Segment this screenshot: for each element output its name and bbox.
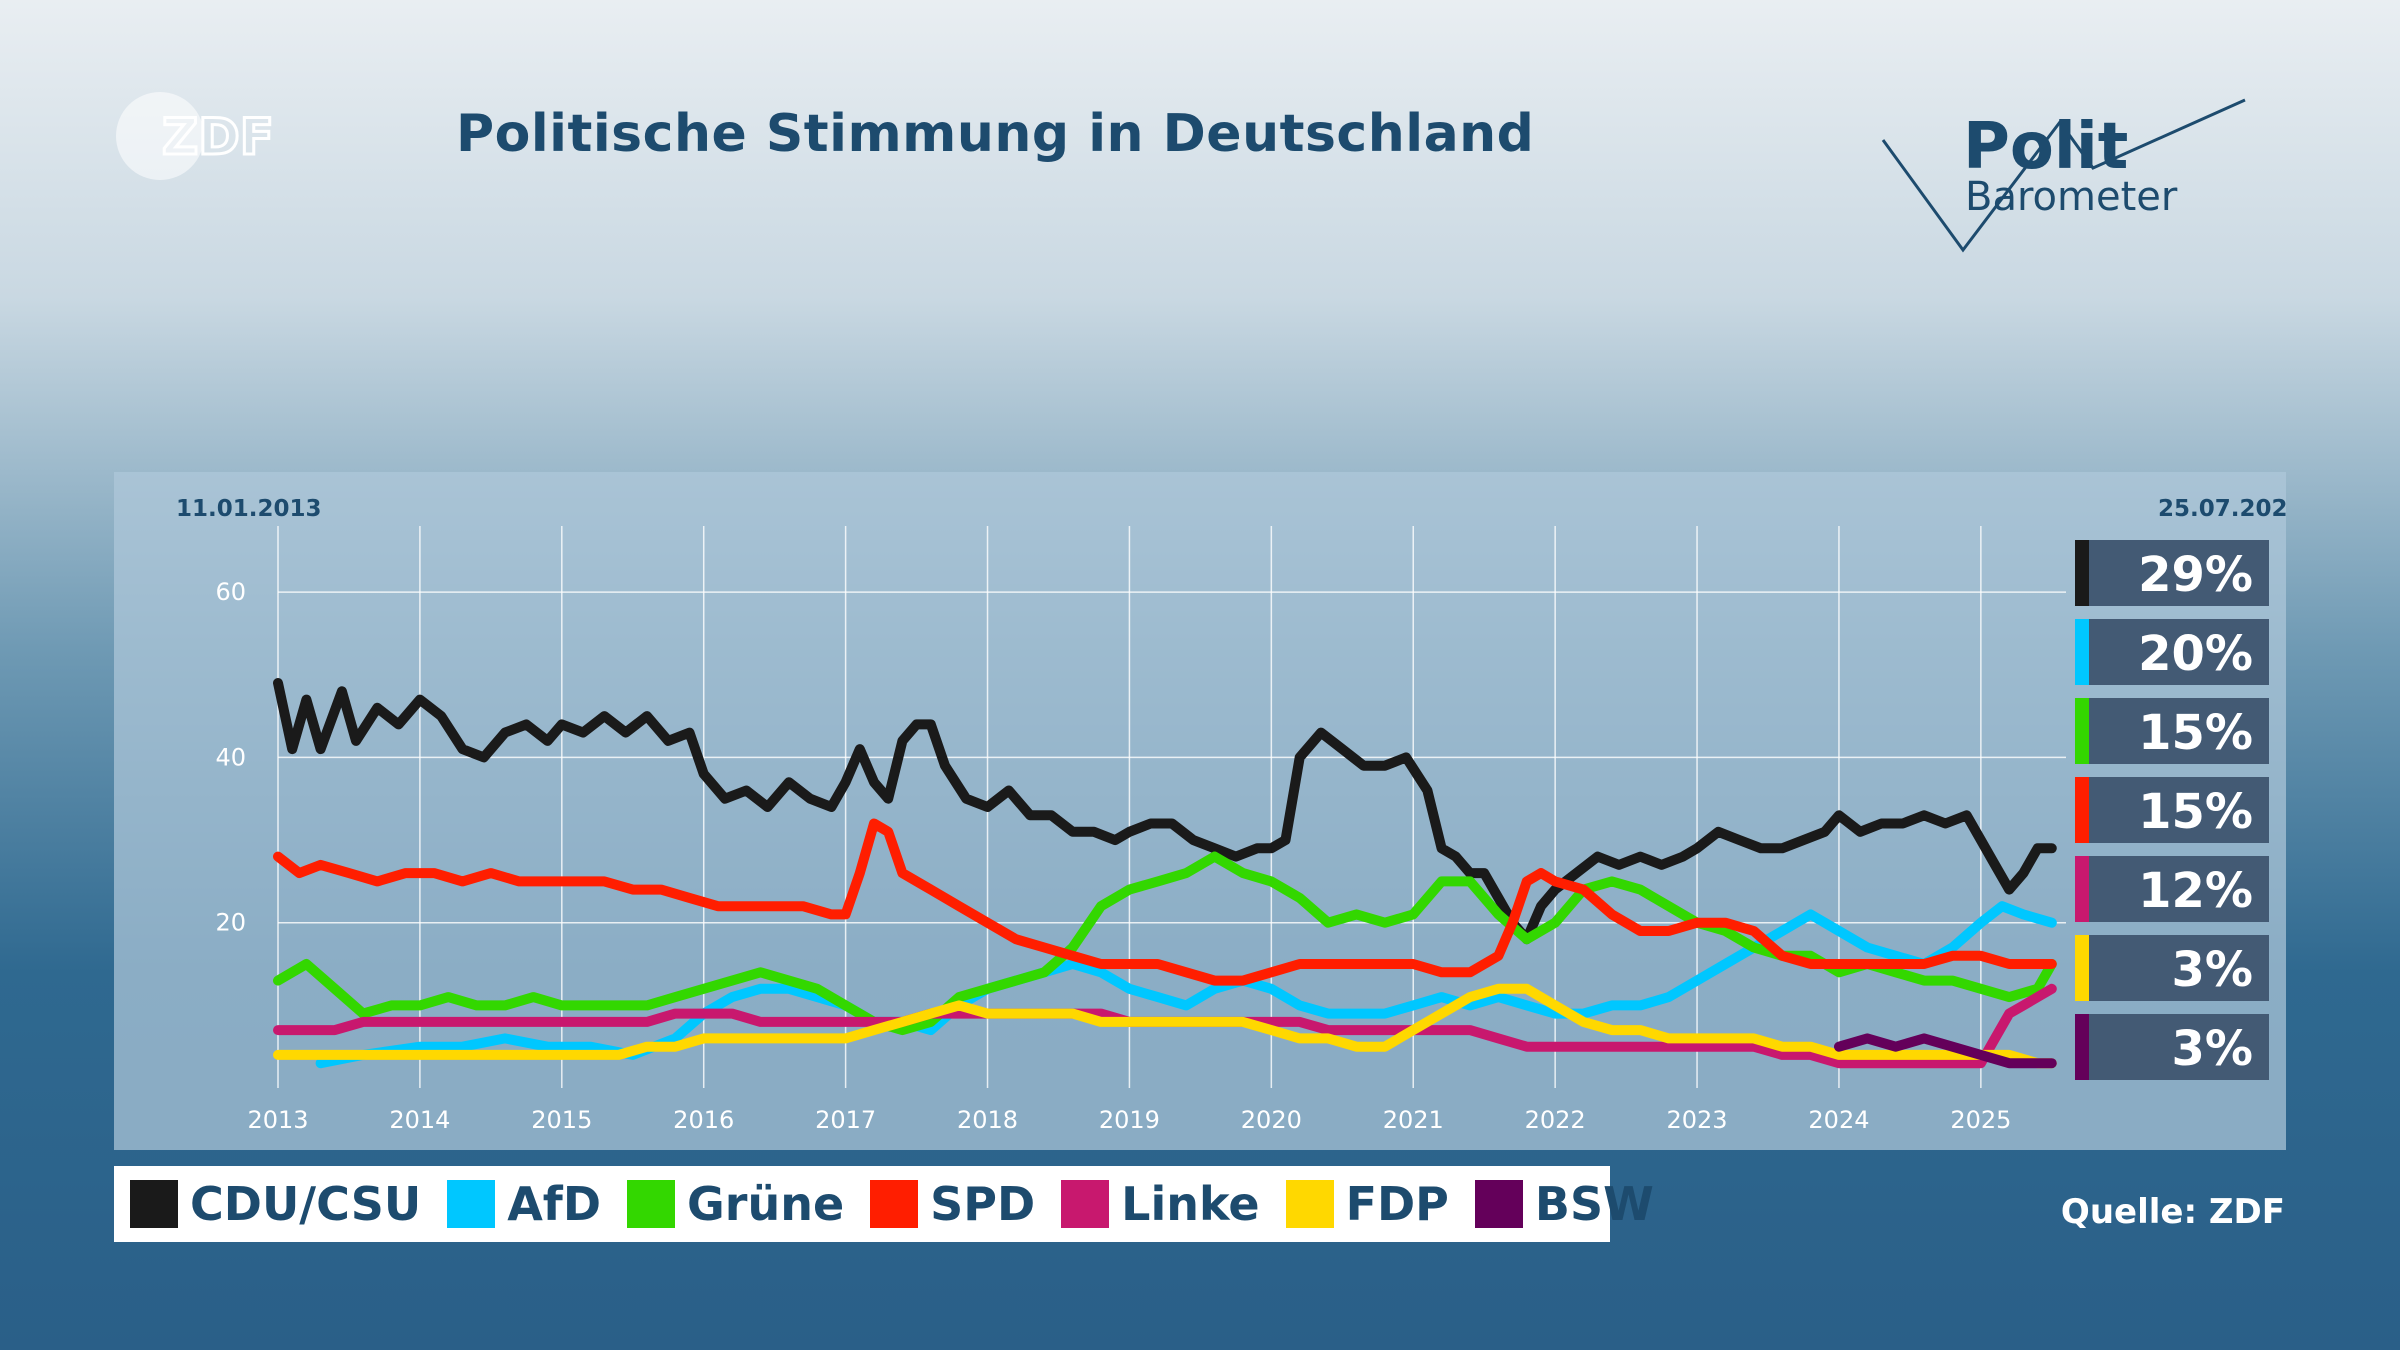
line-chart: 2013 2014 2015 2016 2017 2018 2019 2020 2021 2022… xyxy=(176,496,2286,1134)
end-label-swatch-spd xyxy=(2075,777,2089,843)
end-label-bsw: 3% xyxy=(2172,1021,2254,1077)
series-line-afd xyxy=(315,901,2057,1069)
y-tick-label-40: 40 xyxy=(215,743,246,771)
x-tick-label-2025: 2025 xyxy=(1950,1106,2011,1134)
end-label-box-spd xyxy=(2089,777,2269,843)
end-label-box-cdu-csu xyxy=(2089,540,2269,606)
end-label-box-fdp xyxy=(2089,935,2269,1001)
end-label-swatch-fdp xyxy=(2075,935,2089,1001)
legend-swatch-bsw xyxy=(1474,1180,1523,1228)
legend-item-cdu-csu: CDU/CSU xyxy=(130,1177,421,1231)
end-value-labels: 29% 20% 15% 15% 12% 3% 3% xyxy=(2075,540,2269,1080)
chart-panel: 2013 2014 2015 2016 2017 2018 2019 2020 2021 2022… xyxy=(114,472,2286,1150)
series-line-cdu-csu xyxy=(273,678,2057,945)
legend-item-gr-ne: Grüne xyxy=(627,1177,844,1231)
legend: CDU/CSU AfD Grüne SPD Linke FDP BSW xyxy=(114,1166,1654,1242)
x-tick-label-2020: 2020 xyxy=(1241,1106,1302,1134)
end-label-box-gr-ne xyxy=(2089,698,2269,764)
y-tick-label-20: 20 xyxy=(215,909,246,937)
legend-item-linke: Linke xyxy=(1061,1177,1260,1231)
start-date-label: 11.01.2013 xyxy=(176,496,322,522)
end-label-linke: 12% xyxy=(2138,863,2253,919)
end-label-spd: 15% xyxy=(2138,784,2253,840)
series-lines xyxy=(273,678,2057,1069)
legend-swatch-gr-ne xyxy=(627,1180,675,1228)
politbarometer-logo: Polit Barometer xyxy=(1875,90,2255,260)
end-label-cdu-csu: 29% xyxy=(2138,547,2253,603)
x-tick-label-2014: 2014 xyxy=(389,1106,450,1134)
end-label-box-afd xyxy=(2089,619,2269,685)
legend-label-afd: AfD xyxy=(507,1177,601,1231)
end-label-box-linke xyxy=(2089,856,2269,922)
end-label-swatch-bsw xyxy=(2075,1014,2089,1080)
x-tick-label-2013: 2013 xyxy=(247,1106,308,1134)
logo-trend-line xyxy=(1881,98,2246,253)
legend-swatch-linke xyxy=(1061,1180,1110,1228)
x-tick-label-2017: 2017 xyxy=(815,1106,876,1134)
end-date-label: 25.07.2025 xyxy=(2158,496,2286,522)
end-label-box-bsw xyxy=(2089,1014,2269,1080)
legend-label-bsw: BSW xyxy=(1534,1177,1654,1231)
legend-swatch-afd xyxy=(447,1180,496,1228)
legend-item-afd: AfD xyxy=(447,1177,601,1231)
legend-item-fdp: FDP xyxy=(1285,1177,1449,1231)
page-title: Politische Stimmung in Deutschland xyxy=(456,104,1535,164)
x-tick-label-2015: 2015 xyxy=(531,1106,592,1134)
x-tick-label-2018: 2018 xyxy=(957,1106,1018,1134)
legend-swatch-cdu-csu xyxy=(130,1180,178,1228)
x-tick-label-2021: 2021 xyxy=(1383,1106,1444,1134)
legend-label-linke: Linke xyxy=(1121,1177,1260,1231)
series-line-bsw xyxy=(1834,1033,2057,1069)
legend-item-spd: SPD xyxy=(870,1177,1035,1231)
x-tick-label-2023: 2023 xyxy=(1667,1106,1728,1134)
legend-label-gr-ne: Grüne xyxy=(687,1177,845,1231)
source-label: Quelle: ZDF xyxy=(2060,1192,2285,1232)
x-tick-label-2016: 2016 xyxy=(673,1106,734,1134)
end-label-swatch-afd xyxy=(2075,619,2089,685)
axis-labels: 2013 2014 2015 2016 2017 2018 2019 2020 2021 2022… xyxy=(215,578,2011,1134)
y-tick-label-60: 60 xyxy=(215,578,246,606)
legend-swatch-spd xyxy=(870,1180,919,1228)
end-label-gr-ne: 15% xyxy=(2138,705,2253,761)
logo-polit-text: Polit xyxy=(1963,110,2129,184)
zdf-logo: ZDF xyxy=(116,92,275,180)
legend-swatch-fdp xyxy=(1285,1180,1334,1228)
x-tick-label-2019: 2019 xyxy=(1099,1106,1160,1134)
end-label-swatch-linke xyxy=(2075,856,2089,922)
end-label-afd: 20% xyxy=(2138,626,2253,682)
series-line-spd xyxy=(273,818,2057,986)
legend-label-fdp: FDP xyxy=(1345,1177,1449,1231)
logo-barometer-text: Barometer xyxy=(1965,174,2178,220)
x-tick-label-2022: 2022 xyxy=(1525,1106,1586,1134)
series-line-fdp xyxy=(273,983,2057,1069)
series-line-gr-ne xyxy=(273,851,2057,1036)
end-label-swatch-gr-ne xyxy=(2075,698,2089,764)
chart-grid xyxy=(277,526,2066,1088)
end-label-fdp: 3% xyxy=(2172,942,2254,998)
zdf-logo-text: ZDF xyxy=(162,108,274,166)
legend-label-spd: SPD xyxy=(930,1177,1036,1231)
legend-item-bsw: BSW xyxy=(1474,1177,1654,1231)
end-label-swatch-cdu-csu xyxy=(2075,540,2089,606)
x-tick-label-2024: 2024 xyxy=(1808,1106,1869,1134)
legend-label-cdu-csu: CDU/CSU xyxy=(190,1177,422,1231)
